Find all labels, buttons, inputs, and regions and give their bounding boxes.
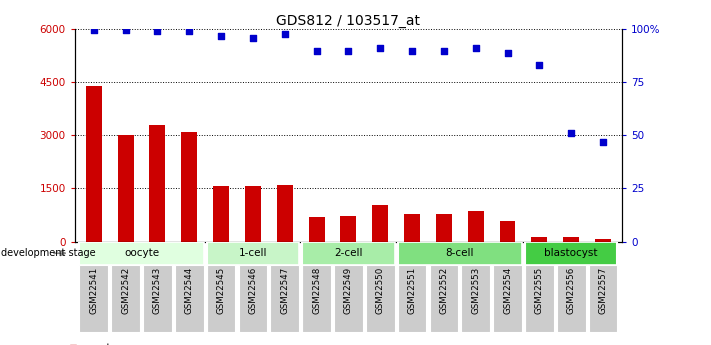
Point — [470, 46, 481, 51]
Point — [151, 29, 163, 34]
Bar — [525, 265, 554, 332]
Point — [88, 28, 100, 33]
Point — [502, 50, 513, 56]
Text: GSM22549: GSM22549 — [344, 267, 353, 314]
Text: count: count — [81, 343, 110, 345]
Point — [183, 29, 195, 34]
Point — [279, 31, 290, 36]
Bar — [245, 186, 261, 242]
Text: GSM22542: GSM22542 — [121, 267, 130, 314]
Bar — [207, 241, 299, 265]
Bar — [397, 265, 427, 332]
Bar — [500, 221, 515, 242]
Bar — [277, 185, 293, 242]
Text: GSM22543: GSM22543 — [153, 267, 162, 314]
Bar — [461, 265, 490, 332]
Point — [247, 35, 259, 41]
Text: GSM22550: GSM22550 — [375, 267, 385, 314]
Bar — [373, 205, 388, 241]
Text: GSM22556: GSM22556 — [567, 267, 576, 314]
Bar — [207, 265, 235, 332]
Text: GSM22548: GSM22548 — [312, 267, 321, 314]
Bar — [117, 136, 134, 242]
Bar — [213, 186, 229, 242]
Text: 2-cell: 2-cell — [334, 248, 363, 258]
Text: GSM22545: GSM22545 — [217, 267, 225, 314]
Bar — [181, 132, 197, 241]
Text: GSM22554: GSM22554 — [503, 267, 512, 314]
Bar — [143, 265, 172, 332]
Point — [375, 46, 386, 51]
Bar — [309, 217, 324, 241]
Text: GSM22553: GSM22553 — [471, 267, 480, 314]
Text: blastocyst: blastocyst — [545, 248, 598, 258]
Text: GSM22551: GSM22551 — [407, 267, 417, 314]
Text: 8-cell: 8-cell — [446, 248, 474, 258]
Point — [215, 33, 227, 38]
Text: GSM22555: GSM22555 — [535, 267, 544, 314]
Bar — [563, 237, 579, 241]
Bar — [429, 265, 458, 332]
Title: GDS812 / 103517_at: GDS812 / 103517_at — [277, 14, 420, 28]
Point — [407, 48, 418, 53]
Bar — [149, 125, 166, 242]
Bar — [270, 265, 299, 332]
Point — [311, 48, 322, 53]
Point — [597, 139, 609, 145]
Bar — [239, 265, 267, 332]
Point — [438, 48, 449, 53]
Text: GSM22557: GSM22557 — [599, 267, 607, 314]
Point — [565, 130, 577, 136]
Text: GSM22546: GSM22546 — [248, 267, 257, 314]
Bar — [557, 265, 586, 332]
Point — [534, 63, 545, 68]
Point — [343, 48, 354, 53]
Text: GSM22547: GSM22547 — [280, 267, 289, 314]
Bar — [334, 265, 363, 332]
Bar — [595, 239, 611, 241]
Text: development stage: development stage — [1, 248, 95, 258]
Bar — [525, 241, 617, 265]
Bar — [436, 214, 451, 242]
Bar — [80, 265, 108, 332]
Bar — [175, 265, 203, 332]
Bar — [86, 86, 102, 242]
Bar — [111, 265, 140, 332]
Bar — [493, 265, 522, 332]
Bar — [80, 241, 203, 265]
Text: oocyte: oocyte — [124, 248, 159, 258]
Bar — [468, 211, 483, 241]
Bar — [404, 214, 420, 242]
Bar — [302, 265, 331, 332]
Text: GSM22552: GSM22552 — [439, 267, 449, 314]
Text: GSM22544: GSM22544 — [185, 267, 193, 314]
Point — [120, 28, 132, 33]
Bar — [397, 241, 522, 265]
Bar — [589, 265, 617, 332]
Text: GSM22541: GSM22541 — [90, 267, 98, 314]
Bar — [302, 241, 395, 265]
Bar — [341, 216, 356, 242]
Text: 1-cell: 1-cell — [239, 248, 267, 258]
Bar — [531, 237, 547, 242]
Bar — [366, 265, 395, 332]
